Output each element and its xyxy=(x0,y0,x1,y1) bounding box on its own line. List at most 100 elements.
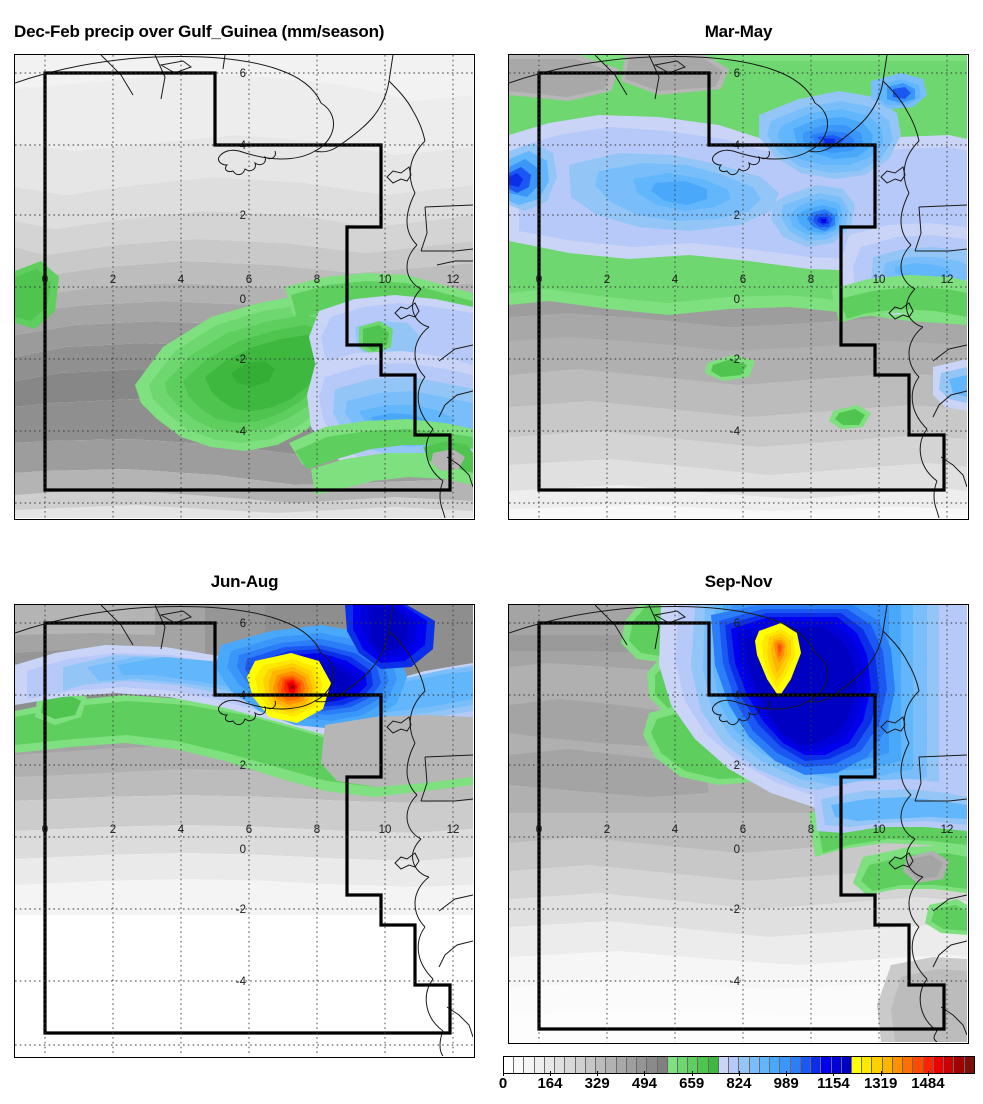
svg-text:2: 2 xyxy=(240,210,246,222)
colorbar-cell xyxy=(667,1057,678,1073)
map-mam[interactable]: 0 2 4 6 8 10 12 6 4 2 0 -2 -4 xyxy=(508,54,969,520)
svg-text:-4: -4 xyxy=(236,976,247,988)
panel-djf: Dec-Feb precip over Gulf_Guinea (mm/seas… xyxy=(0,22,489,532)
colorbar-cell xyxy=(749,1057,760,1073)
svg-text:-2: -2 xyxy=(236,354,246,366)
colorbar-cell xyxy=(800,1057,812,1073)
panel-son: Sep-Nov xyxy=(494,572,983,1052)
map-son[interactable]: 0 2 4 6 8 10 12 6 4 2 0 -2 -4 xyxy=(508,604,969,1044)
panel-title-mam: Mar-May xyxy=(704,22,773,41)
colorbar-cell xyxy=(862,1057,873,1073)
svg-text:0: 0 xyxy=(734,844,740,856)
colorbar-tick-label: 1154 xyxy=(817,1075,850,1092)
colorbar-cell xyxy=(780,1057,791,1073)
colorbar-tick-label: 164 xyxy=(537,1075,563,1092)
colorbar-cell xyxy=(739,1057,750,1073)
svg-text:8: 8 xyxy=(314,274,320,286)
svg-text:2: 2 xyxy=(604,824,610,836)
colorbar-cell xyxy=(606,1057,617,1073)
colorbar-tick-mark xyxy=(786,1071,788,1076)
colorbar-cell xyxy=(964,1057,974,1073)
svg-text:8: 8 xyxy=(314,824,320,836)
svg-text:12: 12 xyxy=(447,824,460,836)
colorbar-tick-label: 1319 xyxy=(863,1075,898,1092)
svg-text:2: 2 xyxy=(110,274,116,286)
svg-text:4: 4 xyxy=(672,274,679,286)
colorbar-tick-label: 329 xyxy=(584,1075,610,1092)
colorbar-cell xyxy=(759,1057,771,1073)
svg-text:12: 12 xyxy=(941,274,954,286)
colorbar-tick-label: 1484 xyxy=(911,1075,945,1092)
map-svg-mam: 0 2 4 6 8 10 12 6 4 2 0 -2 -4 xyxy=(509,55,967,518)
colorbar-cell xyxy=(575,1057,586,1073)
colorbar-cell xyxy=(790,1057,801,1073)
svg-text:4: 4 xyxy=(734,690,741,702)
svg-text:-2: -2 xyxy=(730,904,740,916)
colorbar-cell xyxy=(821,1057,832,1073)
colorbar-cell xyxy=(688,1057,699,1073)
svg-text:10: 10 xyxy=(873,824,886,836)
colorbar-tick-mark xyxy=(738,1071,740,1076)
svg-text:6: 6 xyxy=(740,824,746,836)
colorbar-cell xyxy=(504,1057,515,1073)
colorbar-cell xyxy=(544,1057,556,1073)
colorbar-cell xyxy=(923,1057,934,1073)
colorbar-cell xyxy=(708,1057,719,1073)
svg-text:4: 4 xyxy=(178,274,185,286)
svg-text:2: 2 xyxy=(240,760,246,772)
svg-text:6: 6 xyxy=(734,618,740,630)
svg-text:12: 12 xyxy=(447,274,460,286)
svg-text:0: 0 xyxy=(536,274,542,286)
colorbar-cell xyxy=(647,1057,658,1073)
map-djf[interactable]: 0 2 4 6 8 10 12 6 4 2 0 -2 -4 xyxy=(14,54,475,520)
svg-text:4: 4 xyxy=(178,824,185,836)
map-svg-son: 0 2 4 6 8 10 12 6 4 2 0 -2 -4 xyxy=(509,605,967,1042)
colorbar-tick-label: 989 xyxy=(773,1075,799,1092)
colorbar-cell xyxy=(596,1057,607,1073)
colorbar-cell xyxy=(729,1057,740,1073)
svg-text:-4: -4 xyxy=(730,976,741,988)
svg-text:2: 2 xyxy=(734,210,740,222)
svg-text:6: 6 xyxy=(246,274,252,286)
svg-text:6: 6 xyxy=(246,824,252,836)
svg-text:8: 8 xyxy=(808,274,814,286)
svg-text:4: 4 xyxy=(240,140,247,152)
svg-text:0: 0 xyxy=(734,294,740,306)
colorbar-cell xyxy=(698,1057,709,1073)
colorbar-cell xyxy=(585,1057,597,1073)
svg-text:0: 0 xyxy=(42,824,48,836)
colorbar-tick-mark xyxy=(927,1071,929,1076)
colorbar-cell xyxy=(892,1057,904,1073)
svg-text:10: 10 xyxy=(873,274,886,286)
svg-text:2: 2 xyxy=(734,760,740,772)
colorbar-tick-mark xyxy=(644,1071,646,1076)
colorbar-tick-mark xyxy=(833,1071,835,1076)
colorbar-cell xyxy=(677,1057,689,1073)
colorbar-tick-mark xyxy=(503,1071,504,1076)
colorbar-cell xyxy=(514,1057,525,1073)
panel-title-jja: Jun-Aug xyxy=(210,572,279,591)
svg-text:10: 10 xyxy=(379,824,392,836)
map-jja[interactable]: 0 2 4 6 8 10 12 6 4 2 0 -2 -4 xyxy=(14,604,475,1058)
colorbar-tick-mark xyxy=(691,1071,693,1076)
svg-text:-4: -4 xyxy=(236,426,247,438)
colorbar: 0 164 329 494 659 824 989 1154 1319 1484 xyxy=(499,1056,975,1102)
svg-text:10: 10 xyxy=(379,274,392,286)
svg-text:6: 6 xyxy=(240,68,246,80)
panel-title-son: Sep-Nov xyxy=(704,572,773,591)
colorbar-cell xyxy=(944,1057,955,1073)
colorbar-cell xyxy=(903,1057,914,1073)
colorbar-tick-mark xyxy=(880,1071,882,1076)
svg-text:2: 2 xyxy=(110,824,116,836)
svg-text:8: 8 xyxy=(808,824,814,836)
colorbar-cell xyxy=(524,1057,535,1073)
svg-text:6: 6 xyxy=(740,274,746,286)
colorbar-cell xyxy=(616,1057,627,1073)
svg-text:4: 4 xyxy=(240,690,247,702)
colorbar-cell xyxy=(872,1057,883,1073)
colorbar-cell xyxy=(913,1057,924,1073)
svg-text:0: 0 xyxy=(240,294,246,306)
colorbar-cell xyxy=(954,1057,965,1073)
svg-text:-4: -4 xyxy=(730,426,741,438)
